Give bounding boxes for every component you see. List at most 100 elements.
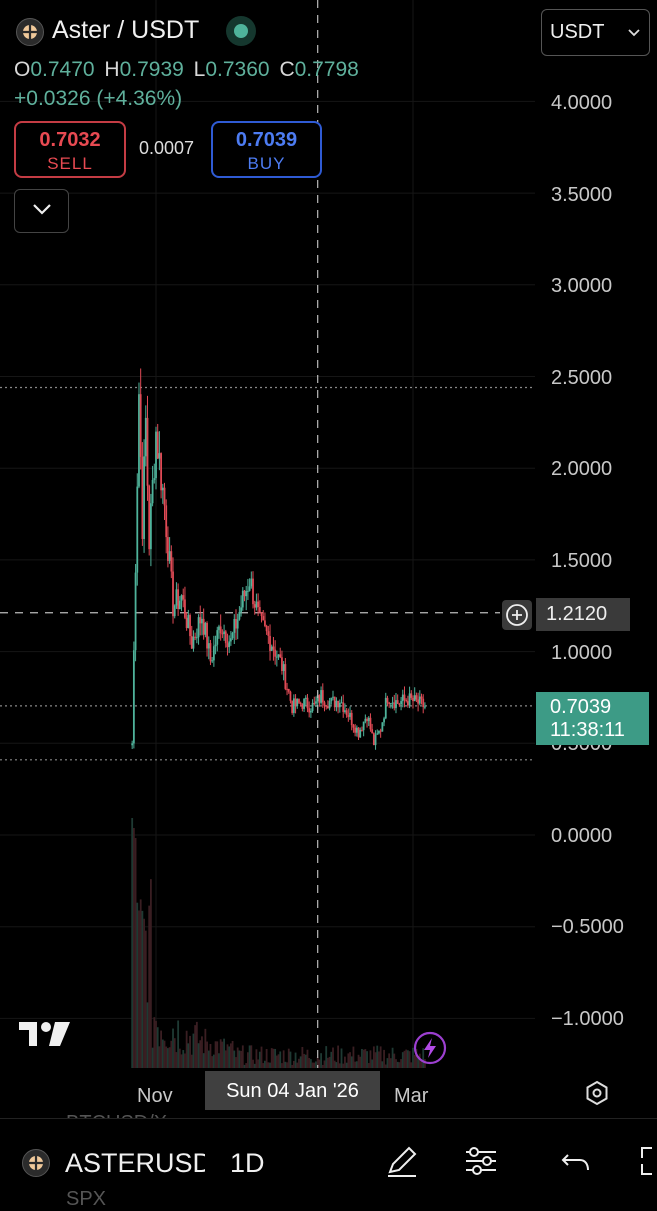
- candle-body: [406, 701, 409, 706]
- volume-bar: [223, 1038, 225, 1068]
- tradingview-logo-icon[interactable]: [19, 1020, 71, 1053]
- volume-bar: [396, 1061, 399, 1068]
- volume-bar: [236, 1047, 239, 1068]
- candle-body: [279, 654, 282, 658]
- volume-bar: [338, 1063, 341, 1068]
- candle-body: [165, 505, 168, 538]
- bottom-toolbar: [0, 1118, 657, 1201]
- volume-bar: [337, 1045, 340, 1068]
- candle-body: [218, 626, 220, 631]
- candle-body: [190, 636, 193, 649]
- volume-bar: [264, 1060, 266, 1068]
- pen-icon[interactable]: [384, 1143, 420, 1184]
- volume-bar: [216, 1041, 219, 1068]
- sell-button[interactable]: 0.7032 SELL: [14, 121, 126, 178]
- symbol-title[interactable]: Aster / USDT: [52, 16, 200, 44]
- candle-body: [207, 643, 210, 649]
- candle-body: [405, 700, 408, 702]
- candle-body: [148, 485, 151, 550]
- y-tick: 2.5000: [551, 367, 613, 389]
- interval-button[interactable]: 1D: [230, 1148, 265, 1178]
- volume-bar: [303, 1053, 305, 1068]
- candle-body: [372, 733, 375, 746]
- candle-body: [325, 705, 328, 707]
- volume-bar: [304, 1054, 307, 1068]
- candle-body: [286, 688, 288, 690]
- candle-body: [315, 701, 317, 704]
- symbol-logo-icon[interactable]: [22, 1149, 50, 1177]
- x-tick: Nov: [137, 1085, 173, 1107]
- candle-body: [180, 595, 183, 601]
- candle-body: [418, 696, 421, 704]
- gear-icon[interactable]: [584, 1080, 610, 1111]
- volume-bar: [136, 902, 139, 1068]
- candle-body: [212, 646, 215, 661]
- volume-bar: [420, 1061, 423, 1068]
- crosshair-price-label: 1.2120: [536, 598, 630, 631]
- lightning-icon[interactable]: [413, 1031, 447, 1065]
- volume-bar: [350, 1056, 353, 1068]
- volume-bar: [388, 1053, 391, 1068]
- volume-bar: [349, 1052, 351, 1068]
- candle-body: [229, 638, 232, 642]
- volume-bar: [243, 1064, 246, 1068]
- candle-body: [357, 727, 360, 738]
- volume-bar: [284, 1061, 287, 1068]
- fullscreen-icon[interactable]: [636, 1143, 657, 1184]
- candle-body: [216, 630, 219, 645]
- volume-bar: [206, 1041, 208, 1068]
- candle-body: [308, 708, 311, 713]
- volume-bar: [422, 1048, 425, 1068]
- price-chart[interactable]: [0, 0, 657, 1120]
- candle-body: [269, 635, 271, 651]
- volume-bar: [292, 1060, 295, 1068]
- candle-body: [199, 617, 202, 624]
- sliders-icon[interactable]: [463, 1143, 499, 1184]
- candle-body: [149, 503, 152, 550]
- volume-bar: [209, 1044, 212, 1068]
- candle-body: [141, 456, 144, 539]
- candle-body: [238, 611, 241, 620]
- candle-body: [304, 697, 307, 699]
- y-tick: −1.0000: [551, 1008, 624, 1030]
- volume-bar: [309, 1059, 312, 1068]
- candle-body: [379, 730, 382, 732]
- currency-value: USDT: [550, 21, 605, 43]
- volume-bar: [287, 1048, 290, 1068]
- volume-bar: [362, 1049, 365, 1068]
- symbol-search-button[interactable]: ASTERUSD: [65, 1148, 205, 1178]
- candle-body: [398, 703, 401, 705]
- candle-body: [361, 729, 363, 731]
- candle-body: [292, 698, 295, 713]
- volume-bar: [386, 1058, 389, 1068]
- volume-bar: [325, 1046, 328, 1068]
- add-alert-button[interactable]: [502, 600, 532, 630]
- candle-body: [371, 729, 374, 734]
- volume-bar: [177, 1020, 180, 1068]
- buy-button[interactable]: 0.7039 BUY: [211, 121, 322, 178]
- candle-body: [197, 617, 200, 638]
- chevron-down-icon: [628, 29, 640, 37]
- open-label: O: [14, 58, 31, 81]
- y-tick: 1.0000: [551, 642, 613, 664]
- candle-body: [143, 456, 145, 539]
- volume-bar: [279, 1051, 282, 1068]
- volume-bar: [320, 1053, 322, 1068]
- sell-price: 0.7032: [39, 129, 101, 151]
- candle-body: [177, 589, 180, 610]
- collapse-legend-button[interactable]: [14, 189, 69, 233]
- y-tick: 4.0000: [551, 92, 613, 114]
- candle-body: [316, 695, 319, 702]
- candle-body: [138, 394, 140, 487]
- volume-bar: [274, 1048, 277, 1068]
- candle-body: [384, 697, 387, 719]
- volume-bar: [131, 818, 134, 1068]
- undo-icon[interactable]: [558, 1143, 594, 1184]
- candle-body: [320, 690, 322, 703]
- candle-body: [161, 487, 164, 491]
- symbol-logo-icon[interactable]: [16, 18, 44, 46]
- volume-bar: [173, 1038, 176, 1068]
- currency-select[interactable]: USDT: [541, 9, 650, 56]
- volume-bar: [195, 1021, 198, 1068]
- candle-body: [391, 702, 394, 704]
